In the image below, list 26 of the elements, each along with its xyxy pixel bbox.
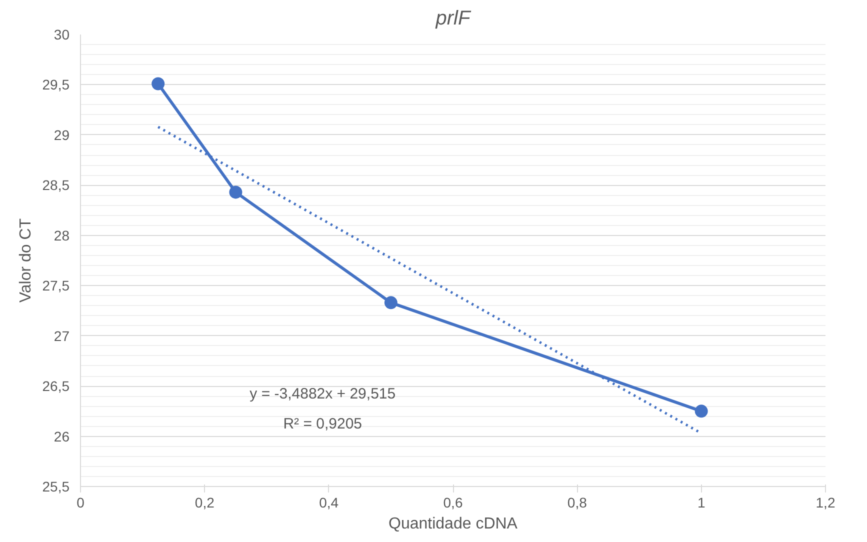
x-tick-label: 0,2 [194,494,215,510]
annotation: R² = 0,9205 [283,416,362,433]
x-tick-label: 0,8 [567,494,588,510]
y-axis-title: Valor do CT [17,218,34,303]
x-axis-title: Quantidade cDNA [388,516,518,532]
chart-title: prlF [434,8,472,30]
x-tick-label: 1,2 [816,494,836,510]
y-tick-label: 29 [54,126,70,143]
x-tick-label: 1 [697,494,706,510]
x-tick-label: 0 [76,494,85,510]
point [694,404,708,418]
point [229,186,242,199]
point [152,77,165,90]
point [384,296,398,310]
x-tick-label: 0,6 [443,494,463,510]
annotation: y = -3,4882x + 29,515 [250,386,396,403]
y-tick-label: 26 [54,428,70,444]
x-tick-label: 0,4 [319,494,339,510]
y-tick-label: 25,5 [42,478,70,494]
y-tick-label: 30 [54,26,70,42]
y-tick-label: 26,5 [42,378,70,394]
y-tick-label: 28,5 [42,177,70,194]
y-tick-label: 28 [54,227,70,244]
y-tick-label: 27,5 [42,278,70,294]
y-tick-label: 27 [54,328,70,344]
y-tick-label: 29,5 [42,76,70,93]
